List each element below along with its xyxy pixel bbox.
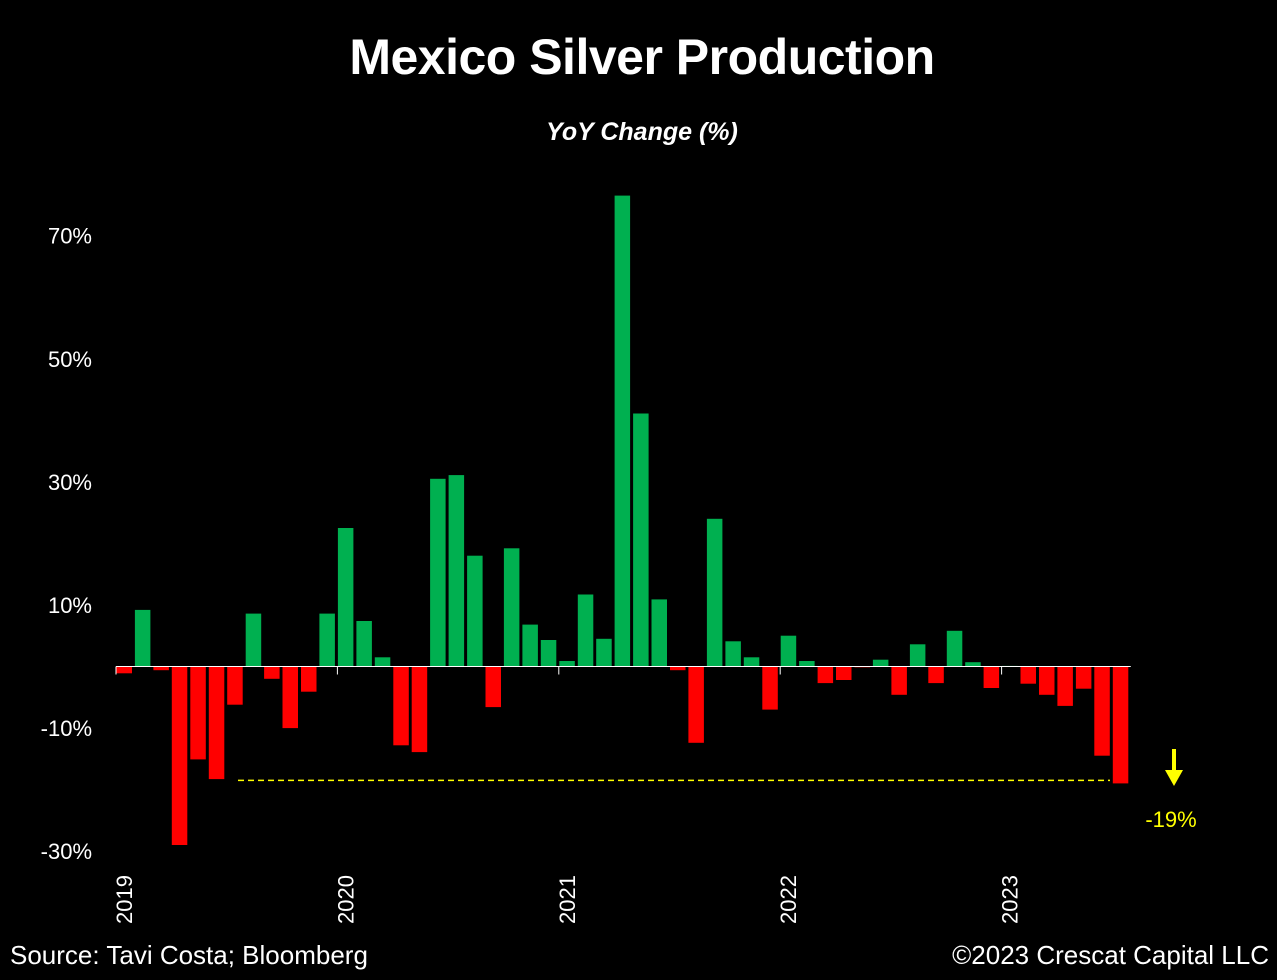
bar (503, 548, 520, 667)
down-arrow-icon (1165, 749, 1183, 786)
bar (965, 662, 981, 667)
bar (1020, 666, 1036, 684)
bar (780, 635, 797, 667)
bar (872, 659, 889, 667)
bar (245, 613, 262, 667)
bar (540, 640, 557, 667)
chart-subtitle: YoY Change (%) (546, 118, 738, 146)
y-tick-label: 70% (48, 224, 92, 249)
bar (337, 528, 354, 667)
bar (577, 594, 594, 667)
bar (633, 413, 649, 667)
bar (909, 644, 926, 667)
bar (614, 195, 631, 667)
bar (319, 613, 335, 667)
bar (134, 609, 151, 667)
bar (817, 666, 834, 684)
chart-title: Mexico Silver Production (349, 29, 935, 85)
copyright-note: ©2023 Crescat Capital LLC (952, 940, 1269, 970)
bar (743, 657, 760, 667)
bar (1094, 666, 1110, 756)
bar (762, 666, 778, 710)
bar (485, 666, 501, 708)
bar (411, 666, 428, 753)
bar (522, 624, 538, 667)
x-tick-label: 2020 (333, 875, 358, 924)
bar (356, 621, 372, 667)
bar (651, 599, 667, 667)
bar (448, 475, 465, 667)
bar (301, 666, 317, 692)
x-tick-label: 2021 (555, 875, 580, 924)
bar (116, 666, 132, 674)
bar (946, 630, 963, 667)
y-tick-label: 30% (48, 470, 92, 495)
bar (559, 661, 575, 667)
bar (928, 666, 944, 684)
bar (688, 666, 704, 743)
bar (153, 666, 169, 671)
source-note: Source: Tavi Costa; Bloomberg (10, 940, 368, 970)
bar (467, 555, 483, 667)
bar (1039, 666, 1055, 695)
bar (393, 666, 409, 746)
y-tick-label: 50% (48, 347, 92, 372)
bar (208, 666, 225, 780)
bar (374, 657, 391, 667)
y-axis-ticks: 70% 50% 30% 10% -10% -30% (41, 224, 92, 865)
x-tick-label: 2022 (776, 875, 801, 924)
bar (799, 661, 815, 667)
bars (116, 195, 1129, 845)
bar (983, 666, 1000, 688)
bar (1057, 666, 1073, 706)
bar (227, 666, 243, 705)
bar (430, 478, 446, 667)
bar (282, 666, 298, 729)
x-tick-label: 2019 (112, 875, 137, 924)
y-tick-label: -10% (41, 716, 92, 741)
bar (1075, 666, 1092, 689)
bar (190, 666, 206, 760)
y-tick-label: 10% (48, 593, 92, 618)
bar (264, 666, 280, 679)
callout-label: -19% (1145, 807, 1196, 832)
y-tick-label: -30% (41, 839, 92, 864)
bar (706, 518, 723, 667)
bar (171, 666, 188, 845)
bar (1112, 666, 1129, 784)
bar (670, 666, 686, 671)
x-tick-label: 2023 (998, 875, 1023, 924)
bar (836, 666, 852, 680)
x-axis-ticks: 2019 2020 2021 2022 2023 (112, 666, 1023, 924)
bar (725, 641, 741, 667)
bar (596, 638, 612, 667)
bar (891, 666, 907, 695)
